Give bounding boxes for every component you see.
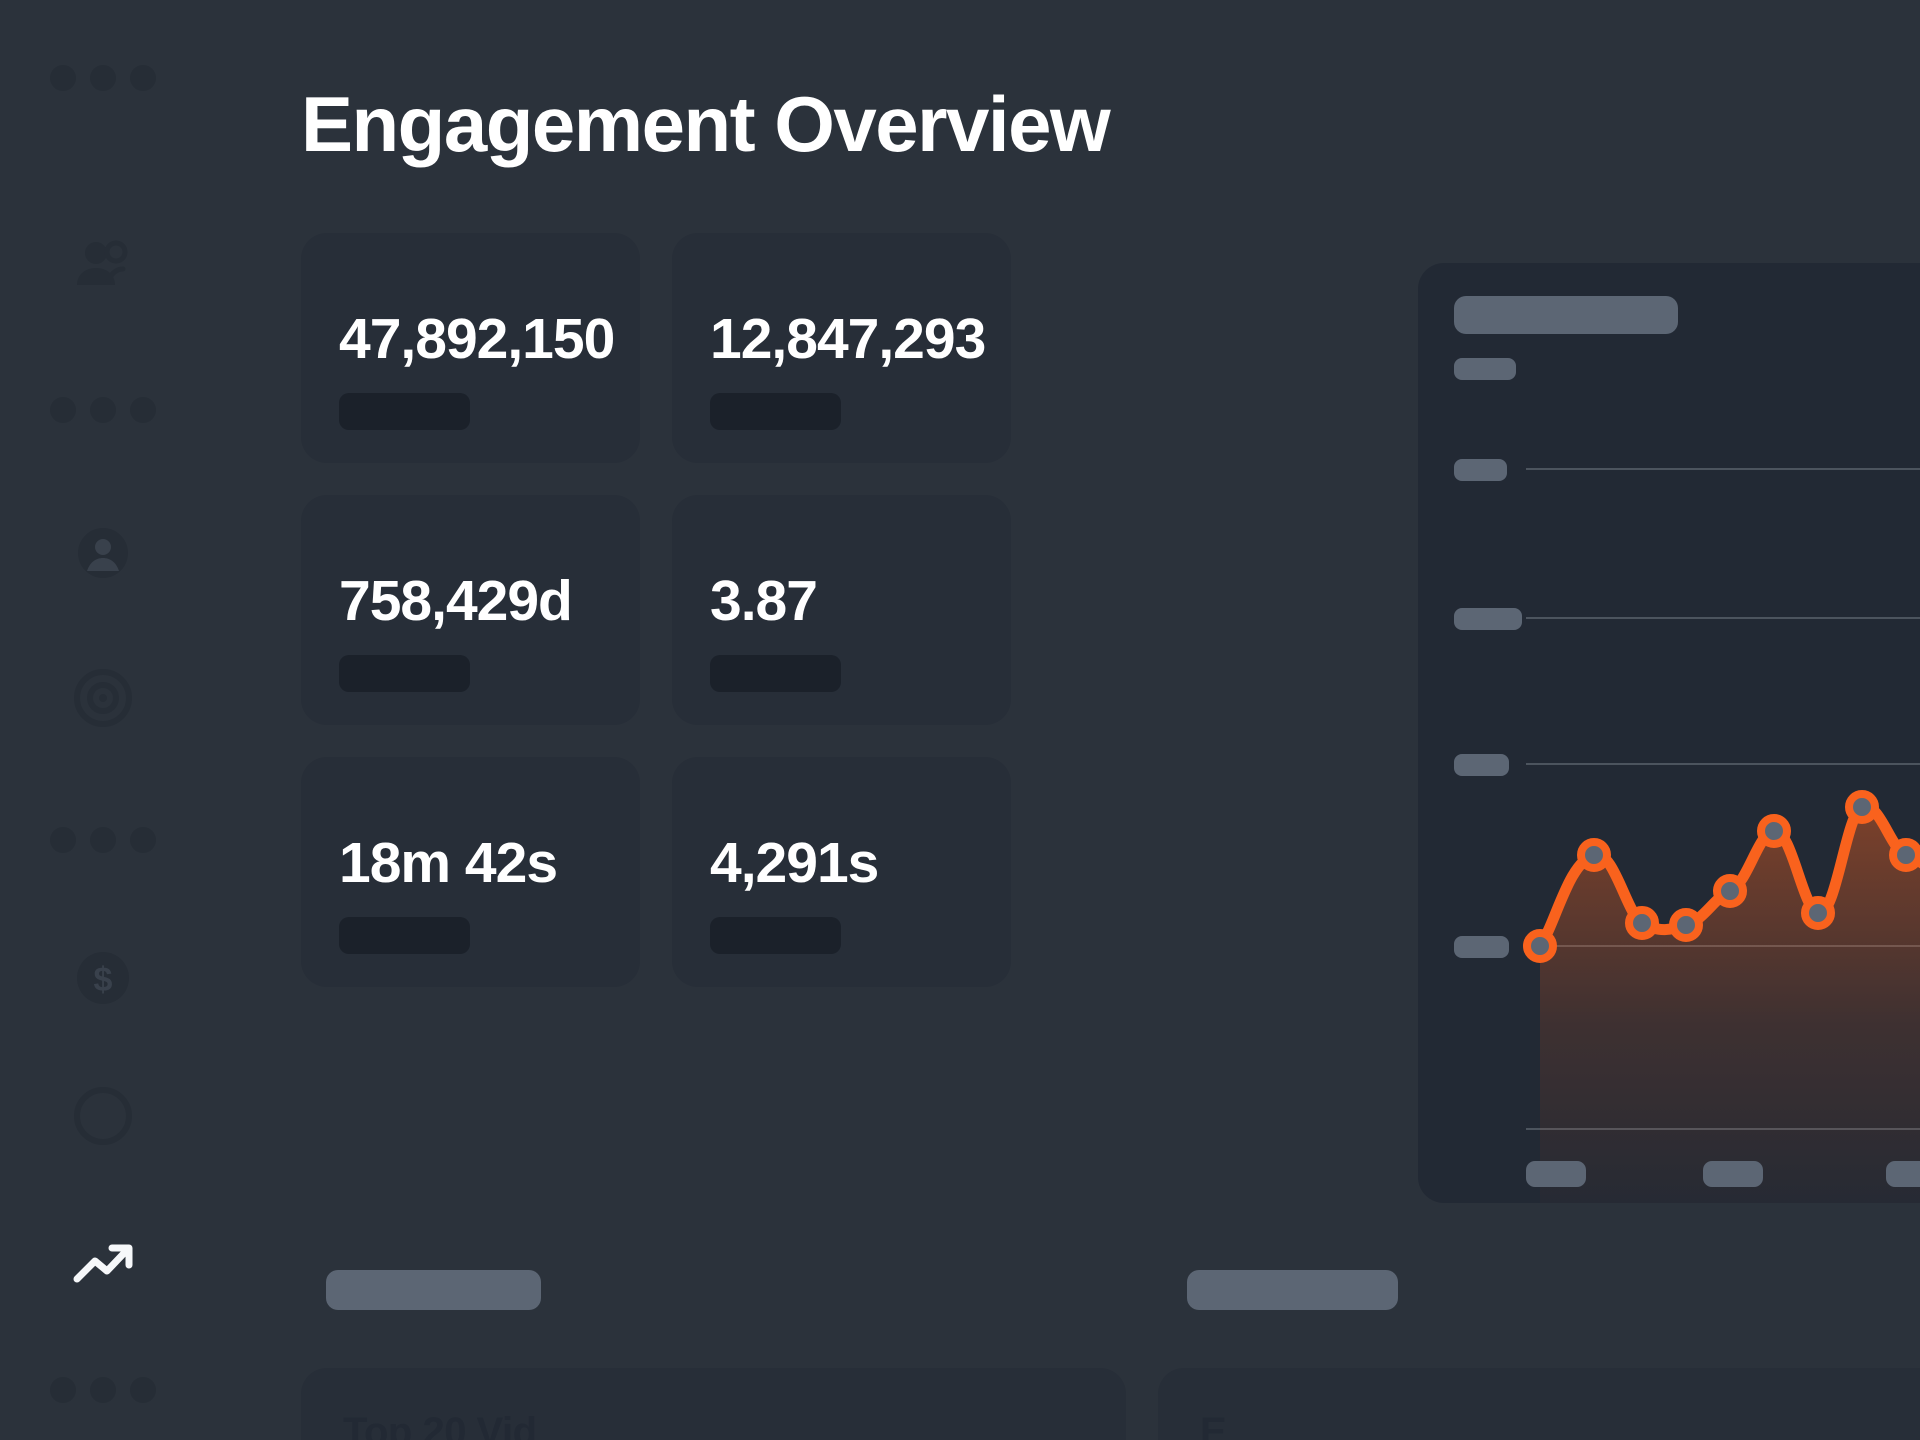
kpi-value: 12,847,293 [710, 307, 986, 371]
kpi-row: 47,892,150 12,847,293 [301, 233, 1011, 463]
y-axis-label-skeleton [1454, 608, 1522, 630]
kpi-value: 18m 42s [339, 831, 558, 895]
kpi-label-skeleton [710, 655, 841, 692]
x-axis-label-skeleton [1703, 1161, 1763, 1187]
kpi-card-avg-session-length[interactable]: 4,291s [672, 757, 1011, 987]
x-axis-label-skeleton [1886, 1161, 1920, 1187]
dots-menu-icon [49, 397, 156, 423]
sidebar-item-circle[interactable] [0, 1086, 205, 1148]
chart-data-points [1523, 790, 1920, 963]
target-icon [72, 667, 134, 734]
bottom-card-title: E [1200, 1410, 1227, 1440]
kpi-grid: 47,892,150 12,847,293 758,429d 3.87 [301, 233, 1011, 1019]
chart-line [1534, 801, 1920, 952]
bottom-cards: Top 20 Vid E [301, 1368, 1920, 1440]
y-axis-label-skeleton [1454, 936, 1509, 958]
engagement-trend-chart-card[interactable] [1418, 263, 1920, 1203]
kpi-label-skeleton [710, 393, 841, 430]
trending-up-icon [71, 1237, 135, 1294]
account-circle-icon [73, 523, 133, 588]
sidebar-item-users[interactable] [0, 236, 205, 296]
sidebar-item-revenue[interactable]: $ [0, 950, 205, 1010]
section-title-skeleton-right [1187, 1270, 1398, 1310]
kpi-value: 758,429d [339, 569, 573, 633]
users-icon [74, 240, 132, 293]
kpi-card-watch-time[interactable]: 758,429d [301, 495, 640, 725]
chart-plot [1523, 468, 1920, 1203]
kpi-row: 758,429d 3.87 [301, 495, 1011, 725]
chart-area-fill [1540, 806, 1920, 1203]
sidebar-item-account[interactable] [0, 525, 205, 585]
sidebar-item-dots-2[interactable] [0, 380, 205, 440]
sidebar-item-target[interactable] [0, 668, 205, 730]
kpi-card-total-views[interactable]: 47,892,150 [301, 233, 640, 463]
chart-title-skeleton [1454, 296, 1678, 334]
circle-outline-icon [72, 1085, 134, 1152]
dots-menu-icon [49, 65, 156, 91]
kpi-row: 18m 42s 4,291s [301, 757, 1011, 987]
dots-menu-icon [49, 1377, 156, 1403]
page-title: Engagement Overview [301, 80, 1111, 168]
section-heading-skeletons [301, 1270, 1501, 1310]
y-axis-label-skeleton [1454, 754, 1509, 776]
kpi-label-skeleton [339, 917, 470, 954]
bottom-card-top-videos[interactable]: Top 20 Vid [301, 1368, 1126, 1440]
kpi-card-engagement-rate[interactable]: 3.87 [672, 495, 1011, 725]
kpi-label-skeleton [339, 393, 470, 430]
sidebar-item-dots-3[interactable] [0, 810, 205, 870]
y-axis-label-skeleton [1454, 358, 1516, 380]
x-axis-label-skeleton [1526, 1161, 1586, 1187]
y-axis-label-skeleton [1454, 459, 1507, 481]
sidebar-item-dots-1[interactable] [0, 48, 205, 108]
main-content: Engagement Overview 47,892,150 12,847,29… [205, 0, 1920, 1440]
kpi-value: 4,291s [710, 831, 879, 895]
sidebar-item-analytics[interactable] [0, 1235, 205, 1295]
kpi-label-skeleton [339, 655, 470, 692]
dollar-circle-icon: $ [72, 947, 134, 1014]
sidebar-item-dots-4[interactable] [0, 1360, 205, 1420]
dots-menu-icon [49, 827, 156, 853]
bottom-card-secondary[interactable]: E [1158, 1368, 1920, 1440]
kpi-value: 3.87 [710, 569, 818, 633]
bottom-card-title: Top 20 Vid [343, 1410, 537, 1440]
section-title-skeleton-left [326, 1270, 541, 1310]
kpi-label-skeleton [710, 917, 841, 954]
kpi-card-avg-view-duration[interactable]: 18m 42s [301, 757, 640, 987]
kpi-card-unique-viewers[interactable]: 12,847,293 [672, 233, 1011, 463]
sidebar-nav: $ [0, 0, 205, 1440]
kpi-value: 47,892,150 [339, 307, 615, 371]
svg-text:$: $ [93, 961, 112, 999]
